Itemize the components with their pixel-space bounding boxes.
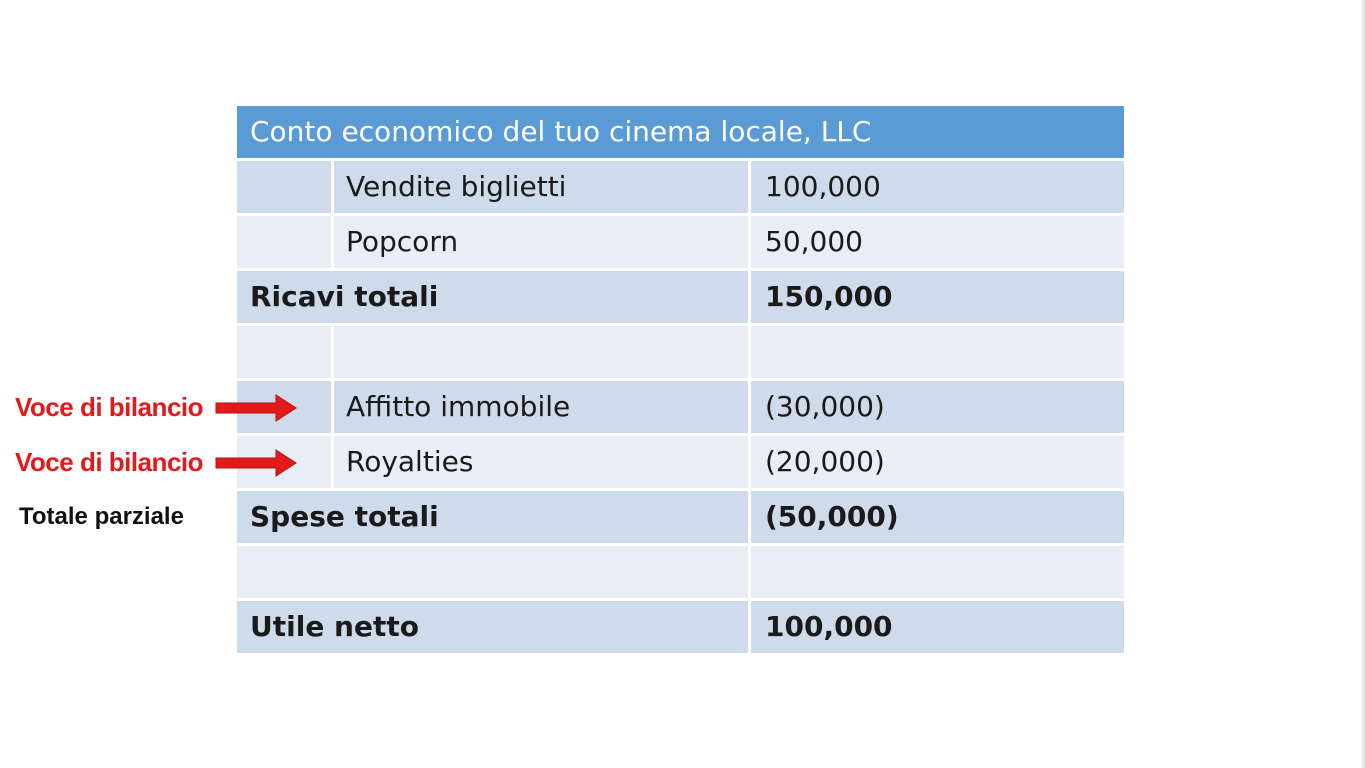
total-label-cell: Ricavi totali [237, 271, 748, 323]
value-cell: 50,000 [751, 216, 1124, 268]
item-cell [334, 326, 748, 378]
income-statement-table: Conto economico del tuo cinema locale, L… [237, 106, 1124, 653]
table-row-total-revenue: Ricavi totali 150,000 [237, 271, 1124, 323]
red-arrow-icon [215, 394, 297, 422]
table-row-blank [237, 546, 1124, 598]
table-title: Conto economico del tuo cinema locale, L… [250, 115, 872, 148]
annotation-subtotal: Totale parziale [19, 503, 184, 530]
table-row-net-income: Utile netto 100,000 [237, 601, 1124, 653]
annotation-line-item: Voce di bilancio [15, 447, 204, 477]
value-cell: (30,000) [751, 381, 1124, 433]
label-cell [237, 546, 748, 598]
indent-cell [237, 216, 331, 268]
item-cell: Vendite biglietti [334, 161, 748, 213]
value-cell [751, 326, 1124, 378]
net-income-value-cell: 100,000 [751, 601, 1124, 653]
total-value-cell: (50,000) [751, 491, 1124, 543]
table-row: Popcorn 50,000 [237, 216, 1124, 268]
slide-edge [1362, 0, 1365, 768]
table-row-blank [237, 326, 1124, 378]
table-header: Conto economico del tuo cinema locale, L… [237, 106, 1124, 158]
indent-cell [237, 161, 331, 213]
value-cell [751, 546, 1124, 598]
indent-cell [237, 326, 331, 378]
item-cell: Royalties [334, 436, 748, 488]
total-label-cell: Spese totali [237, 491, 748, 543]
item-cell: Popcorn [334, 216, 748, 268]
annotation-line-item: Voce di bilancio [15, 392, 204, 422]
net-income-label-cell: Utile netto [237, 601, 748, 653]
red-arrow-icon [215, 449, 297, 477]
table-row: Vendite biglietti 100,000 [237, 161, 1124, 213]
table-row: Affitto immobile (30,000) [237, 381, 1124, 433]
total-value-cell: 150,000 [751, 271, 1124, 323]
value-cell: 100,000 [751, 161, 1124, 213]
value-cell: (20,000) [751, 436, 1124, 488]
table-row: Royalties (20,000) [237, 436, 1124, 488]
item-cell: Affitto immobile [334, 381, 748, 433]
table-row-total-expenses: Spese totali (50,000) [237, 491, 1124, 543]
